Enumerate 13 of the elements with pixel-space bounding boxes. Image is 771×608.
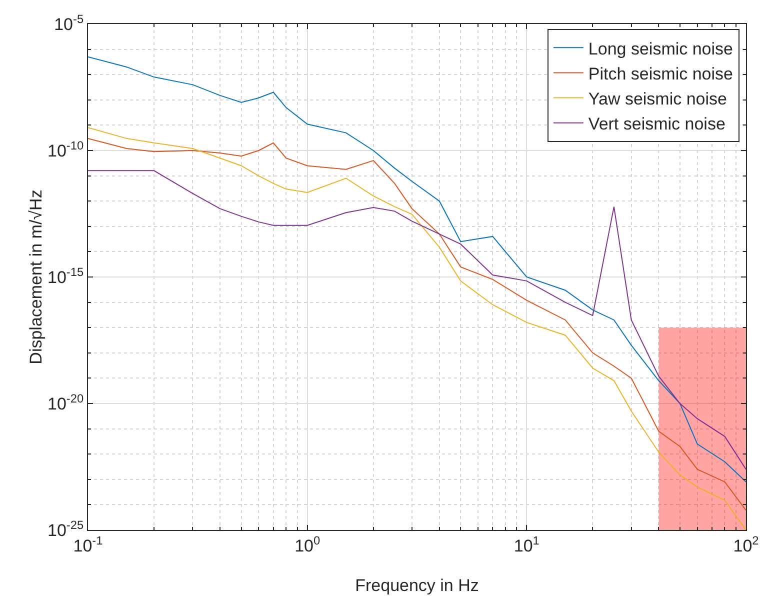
x-tick-label: 10$^{0}$ xyxy=(294,533,320,556)
x-tick-label: 10$^{1}$ xyxy=(514,533,540,556)
y-tick-label: 10$^{-5}$ xyxy=(54,12,84,34)
legend-label: Yaw seismic noise xyxy=(588,89,727,108)
y-tick-label: 10$^{-10}$ xyxy=(47,138,84,160)
x-tick-label: 10$^{2}$ xyxy=(733,533,760,556)
y-axis-title: Displacement in m/√Hz xyxy=(26,190,46,364)
y-tick-label: 10$^{-20}$ xyxy=(47,391,84,414)
x-axis-title: Frequency in Hz xyxy=(355,576,479,595)
legend-label: Vert seismic noise xyxy=(588,114,726,134)
legend-label: Long seismic noise xyxy=(588,39,733,58)
legend-label: Pitch seismic noise xyxy=(588,64,733,84)
y-tick-label: 10$^{-15}$ xyxy=(47,264,84,287)
